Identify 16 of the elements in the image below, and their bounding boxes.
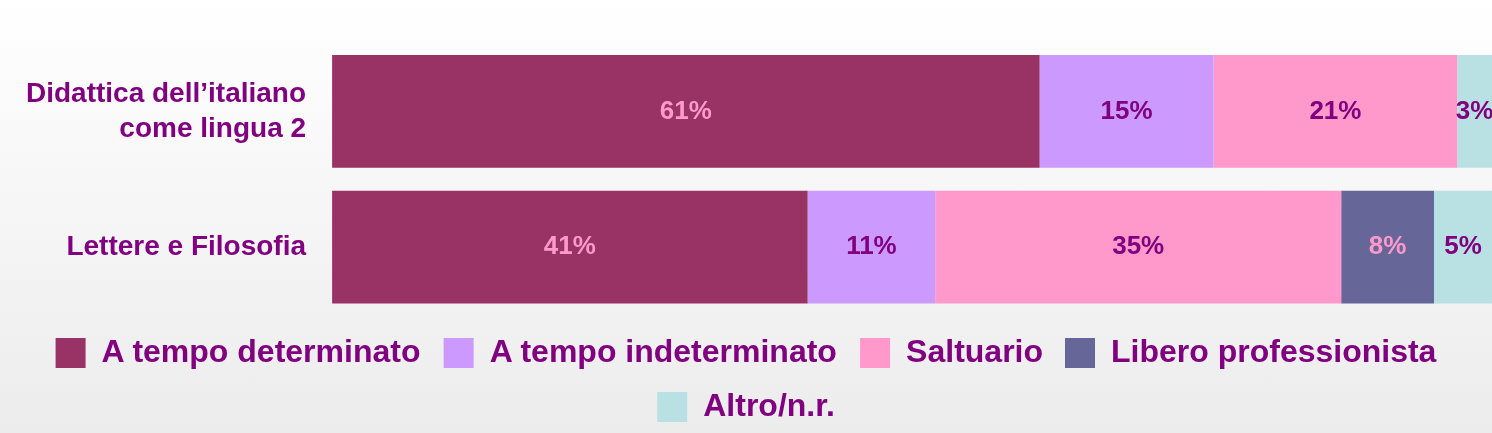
legend-label: Libero professionista [1111, 332, 1437, 369]
data-label: 11% [846, 230, 897, 261]
legend-label: Altro/n.r. [703, 386, 835, 423]
data-label: 15% [1100, 94, 1153, 125]
data-label: 61% [659, 94, 712, 125]
legend-label: Saltuario [906, 332, 1044, 369]
data-label: 8% [1368, 230, 1407, 261]
legend-label: A tempo determinato [101, 332, 421, 369]
legend-label: A tempo indeterminato [489, 332, 837, 369]
y-tick-label: Lettere e Filosofia [66, 229, 307, 261]
data-label: 21% [1309, 94, 1362, 125]
y-tick-label: Didattica dell’italiano come lingua 2 [25, 76, 307, 143]
data-label: 5% [1444, 230, 1482, 261]
data-label: 3% [1455, 94, 1492, 125]
data-label: 35% [1112, 230, 1165, 261]
data-label: 41% [543, 230, 596, 261]
